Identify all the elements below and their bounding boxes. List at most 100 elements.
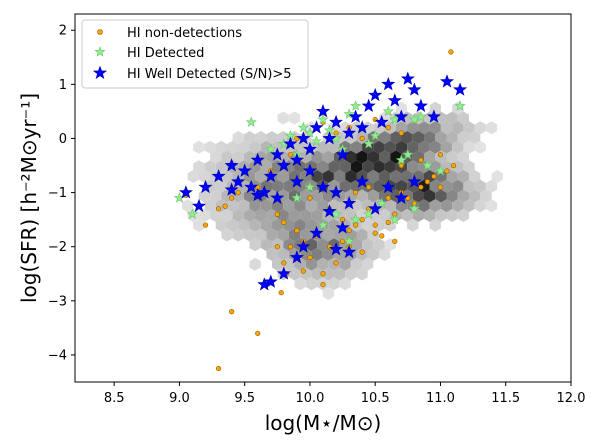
hexbin-cell xyxy=(294,199,306,213)
non-detection-point xyxy=(359,249,365,255)
hexbin-cell xyxy=(328,140,340,154)
hexbin-cell xyxy=(243,228,256,242)
well-detected-point xyxy=(257,185,272,199)
hexbin-cell xyxy=(232,189,244,203)
hexbin-cell xyxy=(232,228,244,242)
hexbin-cell xyxy=(373,238,385,252)
detected-point xyxy=(343,235,355,246)
non-detection-point xyxy=(418,157,424,163)
hexbin-cell xyxy=(463,160,475,174)
hexbin-cell xyxy=(395,121,408,135)
well-detected-point xyxy=(453,82,468,96)
y-tick-label: −3 xyxy=(48,294,67,309)
detected-point xyxy=(369,129,381,141)
hexbin-cell xyxy=(356,150,368,164)
detected-point xyxy=(186,208,198,220)
non-detection-point xyxy=(339,238,346,244)
hexbin-cell xyxy=(294,160,306,174)
hexbin-cell xyxy=(491,170,503,183)
hexbin-cell xyxy=(193,140,205,154)
well-detected-point xyxy=(329,185,344,199)
hexbin-cell xyxy=(401,209,413,222)
hexbin-cell xyxy=(232,131,244,144)
hexbin-cell xyxy=(356,189,368,203)
hexbin-cell xyxy=(384,160,396,174)
hexbin-cell xyxy=(288,209,301,222)
hexbin-cell xyxy=(317,257,329,271)
hexbin-cell xyxy=(210,209,222,222)
hexbin-cell xyxy=(227,218,239,232)
plot-frame xyxy=(74,13,572,383)
hexbin-cell xyxy=(311,170,323,183)
well-detected-point xyxy=(191,198,207,213)
well-detected-point xyxy=(355,174,370,188)
hexbin-cell xyxy=(311,209,323,222)
hexbin-cell xyxy=(356,267,368,281)
hexbin-cell xyxy=(373,179,385,193)
hexbin-cell xyxy=(221,228,233,242)
hexbin-cell xyxy=(305,199,318,213)
hexbin-cell xyxy=(182,199,194,213)
well-detected-point xyxy=(178,185,193,199)
hexbin-cell xyxy=(266,228,278,242)
well-detected-point xyxy=(329,114,344,129)
detected-point xyxy=(408,113,420,125)
non-detection-point xyxy=(333,260,339,266)
hexbin-cell xyxy=(412,131,424,144)
y-tick-label: 1 xyxy=(59,78,67,93)
hexbin-cell xyxy=(288,111,301,125)
non-detection-point xyxy=(235,189,241,196)
hexbin-cell xyxy=(407,140,419,154)
x-axis-ticks: 8.5 9.0 9.5 10.0 10.5 11.0 11.5 12.0 xyxy=(104,382,585,406)
hexbin-cell xyxy=(328,218,340,232)
non-detection-point xyxy=(281,260,287,266)
hexbin-cell xyxy=(260,218,272,232)
hexbin-cell xyxy=(294,277,306,291)
hexbin-cell xyxy=(379,131,391,144)
detected-point xyxy=(408,202,420,214)
hexbin-cell xyxy=(272,257,284,271)
non-detection-point xyxy=(215,206,222,212)
well-detected-point xyxy=(289,152,304,167)
hexbin-cell xyxy=(249,160,261,174)
well-detected-point xyxy=(322,204,337,218)
hexbin-cell xyxy=(440,121,453,135)
well-detected-point xyxy=(394,190,409,205)
detected-point xyxy=(389,213,401,225)
hexbin-cell xyxy=(395,140,408,154)
hexbin-cell xyxy=(227,140,239,154)
non-detection-point xyxy=(372,222,378,228)
hexbin-cell xyxy=(317,199,329,213)
hexbin-cell xyxy=(215,179,227,193)
hexbin-cell xyxy=(395,179,408,193)
non-detection-point xyxy=(437,152,444,158)
hexbin-cell xyxy=(215,140,227,154)
well-detected-point xyxy=(342,244,357,259)
hexbin-cell xyxy=(266,248,278,261)
well-detected-point xyxy=(263,169,278,183)
well-detected-point xyxy=(224,158,239,172)
hexbin-cell xyxy=(322,150,334,164)
hexbin-cell xyxy=(272,218,284,232)
hexbin-cell xyxy=(362,160,374,174)
hexbin-cell xyxy=(350,257,363,271)
hexbin-cell xyxy=(429,179,441,193)
well-detected-point xyxy=(335,147,350,161)
hexbin-cell xyxy=(277,111,289,125)
hexbin-cell xyxy=(457,189,469,203)
detected-point xyxy=(402,148,414,160)
hexbin-cell xyxy=(407,160,419,174)
hexbin-cell xyxy=(266,209,278,222)
x-tick-label: 10.5 xyxy=(361,391,390,406)
hexbin-cell xyxy=(255,131,267,144)
hexbin-cell xyxy=(210,150,222,164)
hexbin-cell xyxy=(322,287,334,300)
hexbin-cell xyxy=(238,140,250,154)
non-detection-point xyxy=(320,271,326,277)
hexbin-cell xyxy=(362,238,374,252)
hexbin-cell xyxy=(187,170,199,183)
hexbin-cell xyxy=(373,140,385,154)
hexbin-cell xyxy=(255,170,267,183)
hexbin-cell xyxy=(452,140,464,154)
